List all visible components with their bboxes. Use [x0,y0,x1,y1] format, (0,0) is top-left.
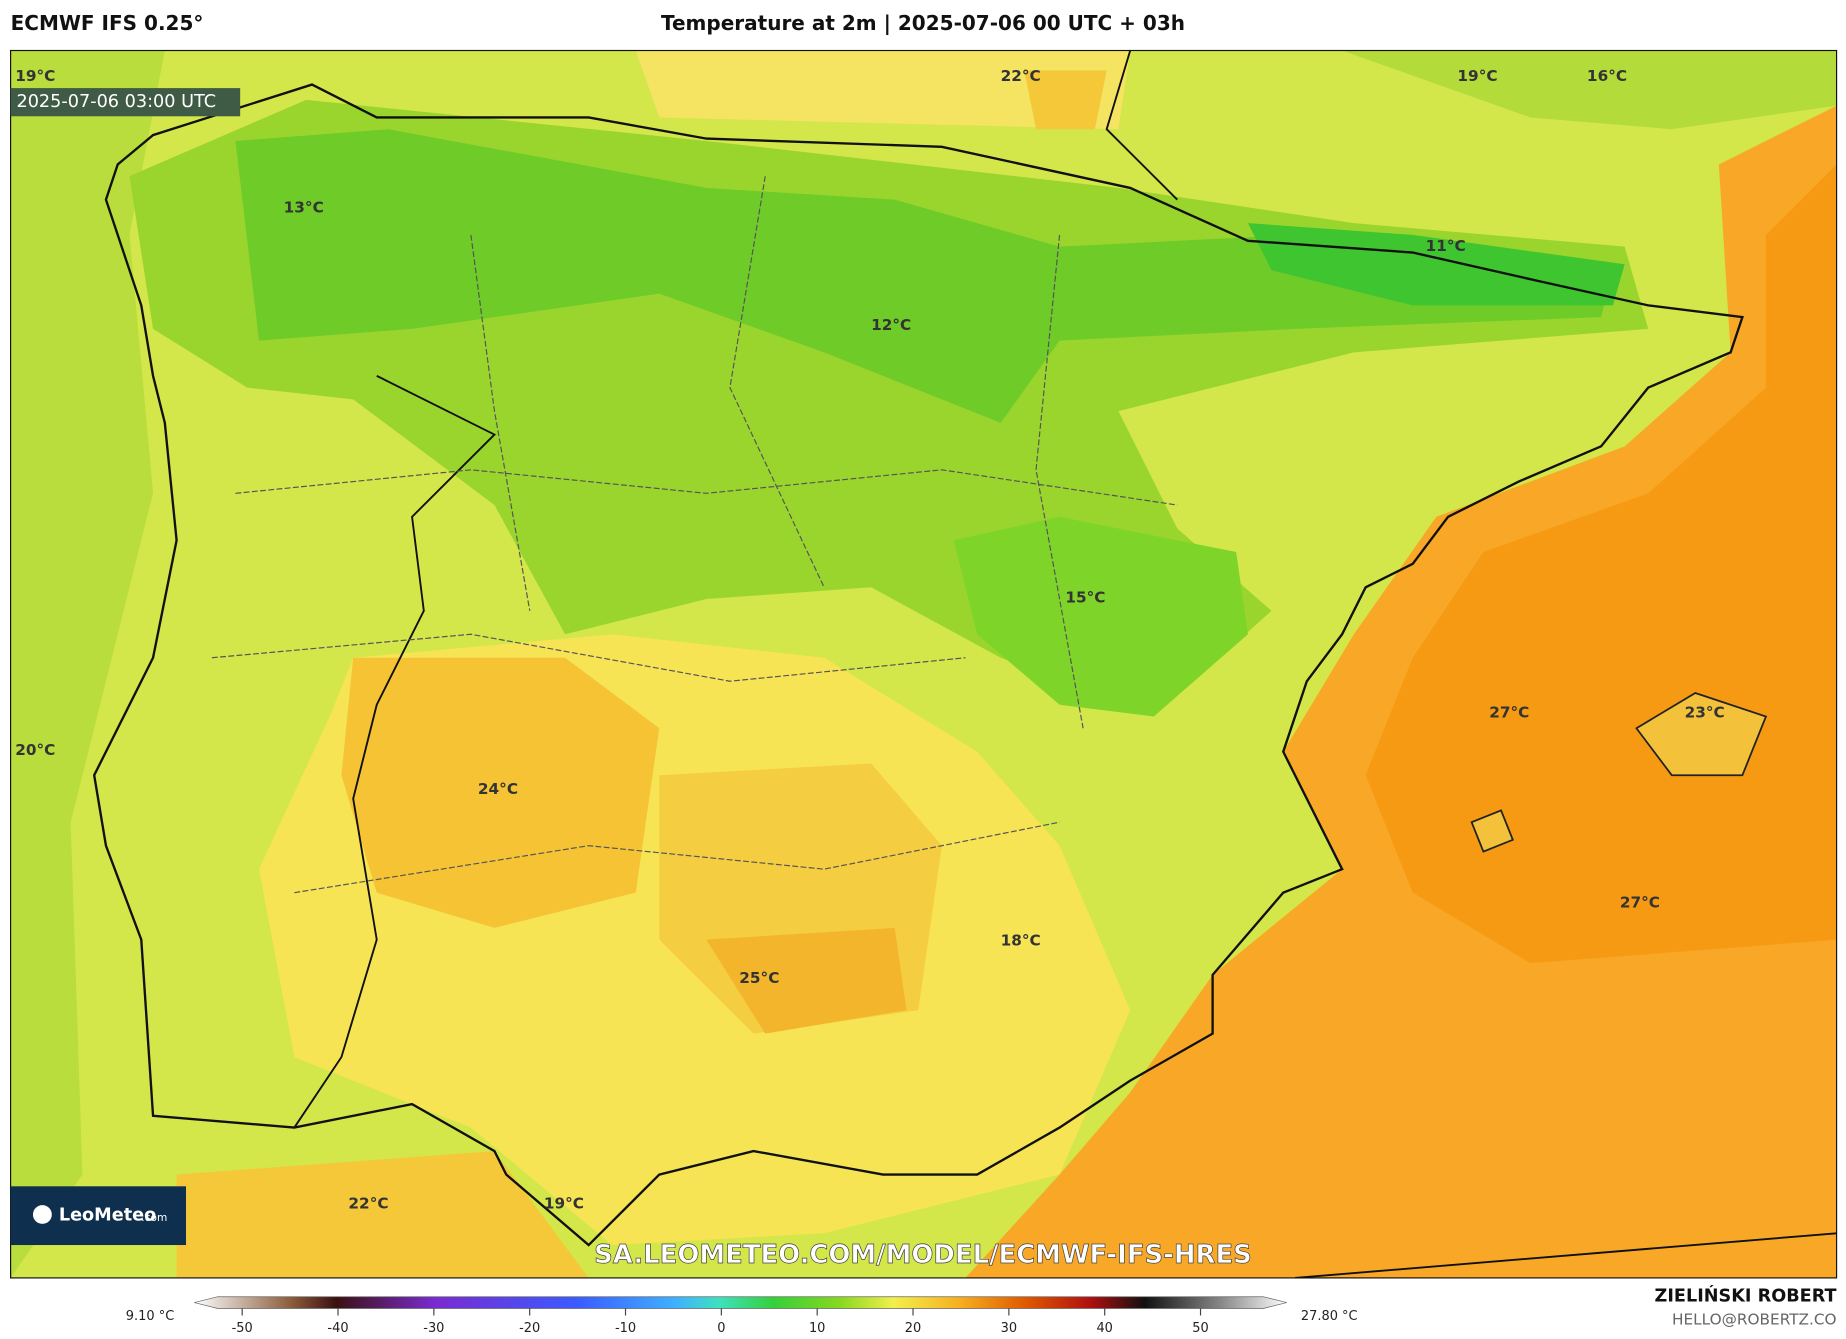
contact: HELLO@ROBERTZ.CO [1672,1311,1837,1329]
coastline [92,83,1744,1247]
logo-sun [32,1205,52,1224]
time-badge [10,88,241,117]
extremadura-warm [341,657,660,928]
colorbar-tick-label: -20 [519,1321,540,1336]
temperature-label: 23°C [1685,703,1725,721]
temperature-label: 19°C [15,67,55,85]
colorbar-max: 27.80 °C [1301,1309,1358,1324]
temperature-label: 27°C [1489,703,1529,721]
mallorca [1635,692,1768,777]
map [10,50,1837,1278]
colorbar-tick-label: -50 [232,1321,253,1336]
colorbar-tick-label: -40 [327,1321,348,1336]
ibiza [1470,809,1514,853]
admin-borders [211,176,1178,894]
valid-time: 2025-07-06 03:00 UTC [16,92,216,112]
colorbar-tick-label: 30 [1001,1321,1017,1336]
model-name: ECMWF IFS 0.25° [11,11,204,35]
temperature-label: 27°C [1620,894,1660,912]
colorbar-tick-label: 0 [717,1321,725,1336]
atlantic-zone [10,50,165,1278]
temperature-label: 22°C [348,1194,388,1212]
colorbar [194,1296,1287,1309]
biscay-zone [635,50,1131,130]
temperature-label: 13°C [284,198,324,216]
temperature-label: 20°C [15,741,55,759]
france-zone [1342,50,1837,130]
logo: LeoMeteo .com [10,1186,187,1246]
colorbar-tick-label: 10 [809,1321,825,1336]
colorbar-tick-label: 50 [1192,1321,1208,1336]
colorbar-tick-label: 40 [1096,1321,1112,1336]
temperature-label: 25°C [739,969,779,987]
logo-suffix: .com [141,1212,167,1224]
temperature-label: 19°C [1457,67,1497,85]
temperature-label: 15°C [1065,588,1105,606]
biscay-warm [1024,70,1107,130]
france-coast [1105,50,1837,1278]
colorbar-tick-label: 20 [905,1321,921,1336]
colorbar-tick-label: -10 [615,1321,636,1336]
logo-name: LeoMeteo [59,1206,156,1226]
iberian-cold [953,516,1248,717]
guadalquivir-warm [706,927,907,1034]
temperature-label: 11°C [1426,237,1466,255]
map-frame [10,49,1838,1279]
temperature-label: 16°C [1587,67,1627,85]
portugal-border [293,375,497,1129]
temperature-label: 19°C [544,1194,584,1212]
watermark: SA.LEOMETEO.COM/MODEL/ECMWF-IFS-HRES [594,1240,1252,1270]
author: ZIELIŃSKI ROBERT [1655,1285,1837,1307]
colorbar-tick-label: -30 [423,1321,444,1336]
temperature-label: 24°C [478,780,518,798]
pyrenees-cold [1247,223,1625,306]
temperature-label: 22°C [1001,67,1041,85]
map-title: Temperature at 2m | 2025-07-06 00 UTC + … [661,11,1185,35]
temperature-label: 12°C [871,316,911,334]
gulf-cadiz [176,1151,589,1278]
colorbar-min: 9.10 °C [126,1309,174,1324]
cantabrian-cold [235,129,1613,423]
temperature-label: 18°C [1001,931,1041,949]
